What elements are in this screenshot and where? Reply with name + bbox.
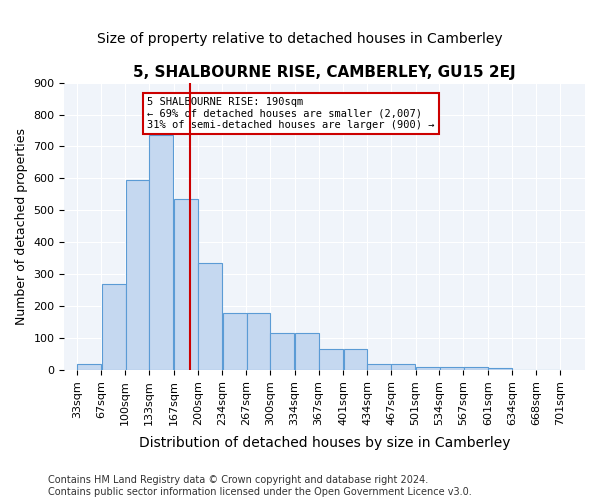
Text: Contains HM Land Registry data © Crown copyright and database right 2024.
Contai: Contains HM Land Registry data © Crown c…	[48, 476, 472, 497]
Bar	[149, 136, 173, 370]
Bar	[101, 284, 125, 370]
Bar	[125, 180, 149, 370]
Bar	[319, 350, 343, 370]
Bar	[247, 312, 271, 370]
Bar	[440, 367, 464, 370]
X-axis label: Distribution of detached houses by size in Camberley: Distribution of detached houses by size …	[139, 436, 511, 450]
Bar	[198, 263, 222, 370]
Bar	[391, 364, 415, 370]
Text: 5 SHALBOURNE RISE: 190sqm
← 69% of detached houses are smaller (2,007)
31% of se: 5 SHALBOURNE RISE: 190sqm ← 69% of detac…	[147, 97, 434, 130]
Bar	[295, 334, 319, 370]
Bar	[223, 312, 247, 370]
Bar	[174, 199, 198, 370]
Bar	[464, 367, 488, 370]
Bar	[488, 368, 512, 370]
Bar	[367, 364, 391, 370]
Bar	[271, 334, 294, 370]
Y-axis label: Number of detached properties: Number of detached properties	[15, 128, 28, 325]
Title: 5, SHALBOURNE RISE, CAMBERLEY, GU15 2EJ: 5, SHALBOURNE RISE, CAMBERLEY, GU15 2EJ	[133, 65, 516, 80]
Bar	[416, 367, 440, 370]
Bar	[77, 364, 101, 370]
Bar	[344, 350, 367, 370]
Text: Size of property relative to detached houses in Camberley: Size of property relative to detached ho…	[97, 32, 503, 46]
